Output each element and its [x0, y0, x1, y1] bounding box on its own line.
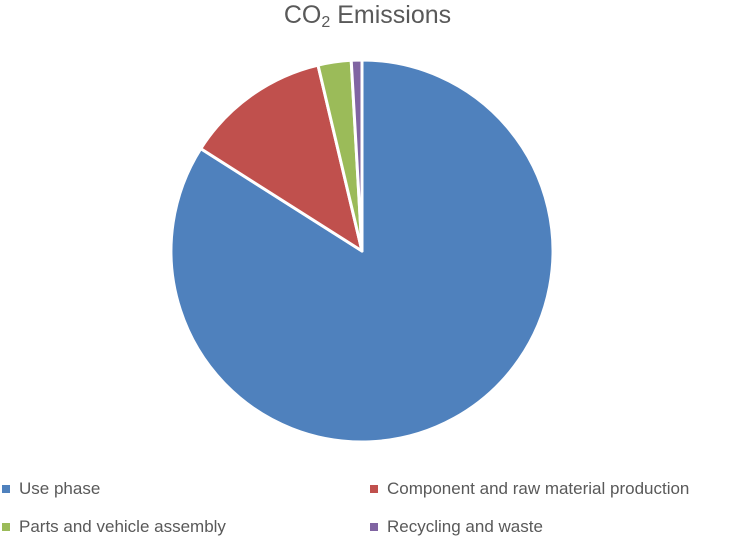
legend-item-recycling-waste: Recycling and waste [370, 516, 543, 538]
legend-item-parts-assembly: Parts and vehicle assembly [2, 516, 226, 538]
legend-label-recycling-waste: Recycling and waste [387, 517, 543, 536]
legend-item-component-production: Component and raw material production [370, 478, 689, 500]
chart-title-suffix: Emissions [330, 1, 452, 29]
chart-title-main: CO [283, 1, 322, 29]
pie-slice-recycling-waste [349, 58, 364, 253]
legend-item-use-phase: Use phase [2, 478, 100, 500]
pie-slice-component-production [199, 63, 364, 253]
chart-title: CO2 Emissions [0, 0, 735, 31]
legend-label-parts-assembly: Parts and vehicle assembly [19, 517, 226, 536]
legend-swatch-use-phase [2, 485, 10, 493]
legend-swatch-component-production [370, 485, 378, 493]
legend-label-component-production: Component and raw material production [387, 479, 690, 498]
legend-swatch-parts-assembly [2, 523, 10, 531]
chart-title-subscript: 2 [321, 14, 331, 31]
legend-swatch-recycling-waste [370, 523, 378, 531]
legend-label-use-phase: Use phase [19, 479, 101, 498]
